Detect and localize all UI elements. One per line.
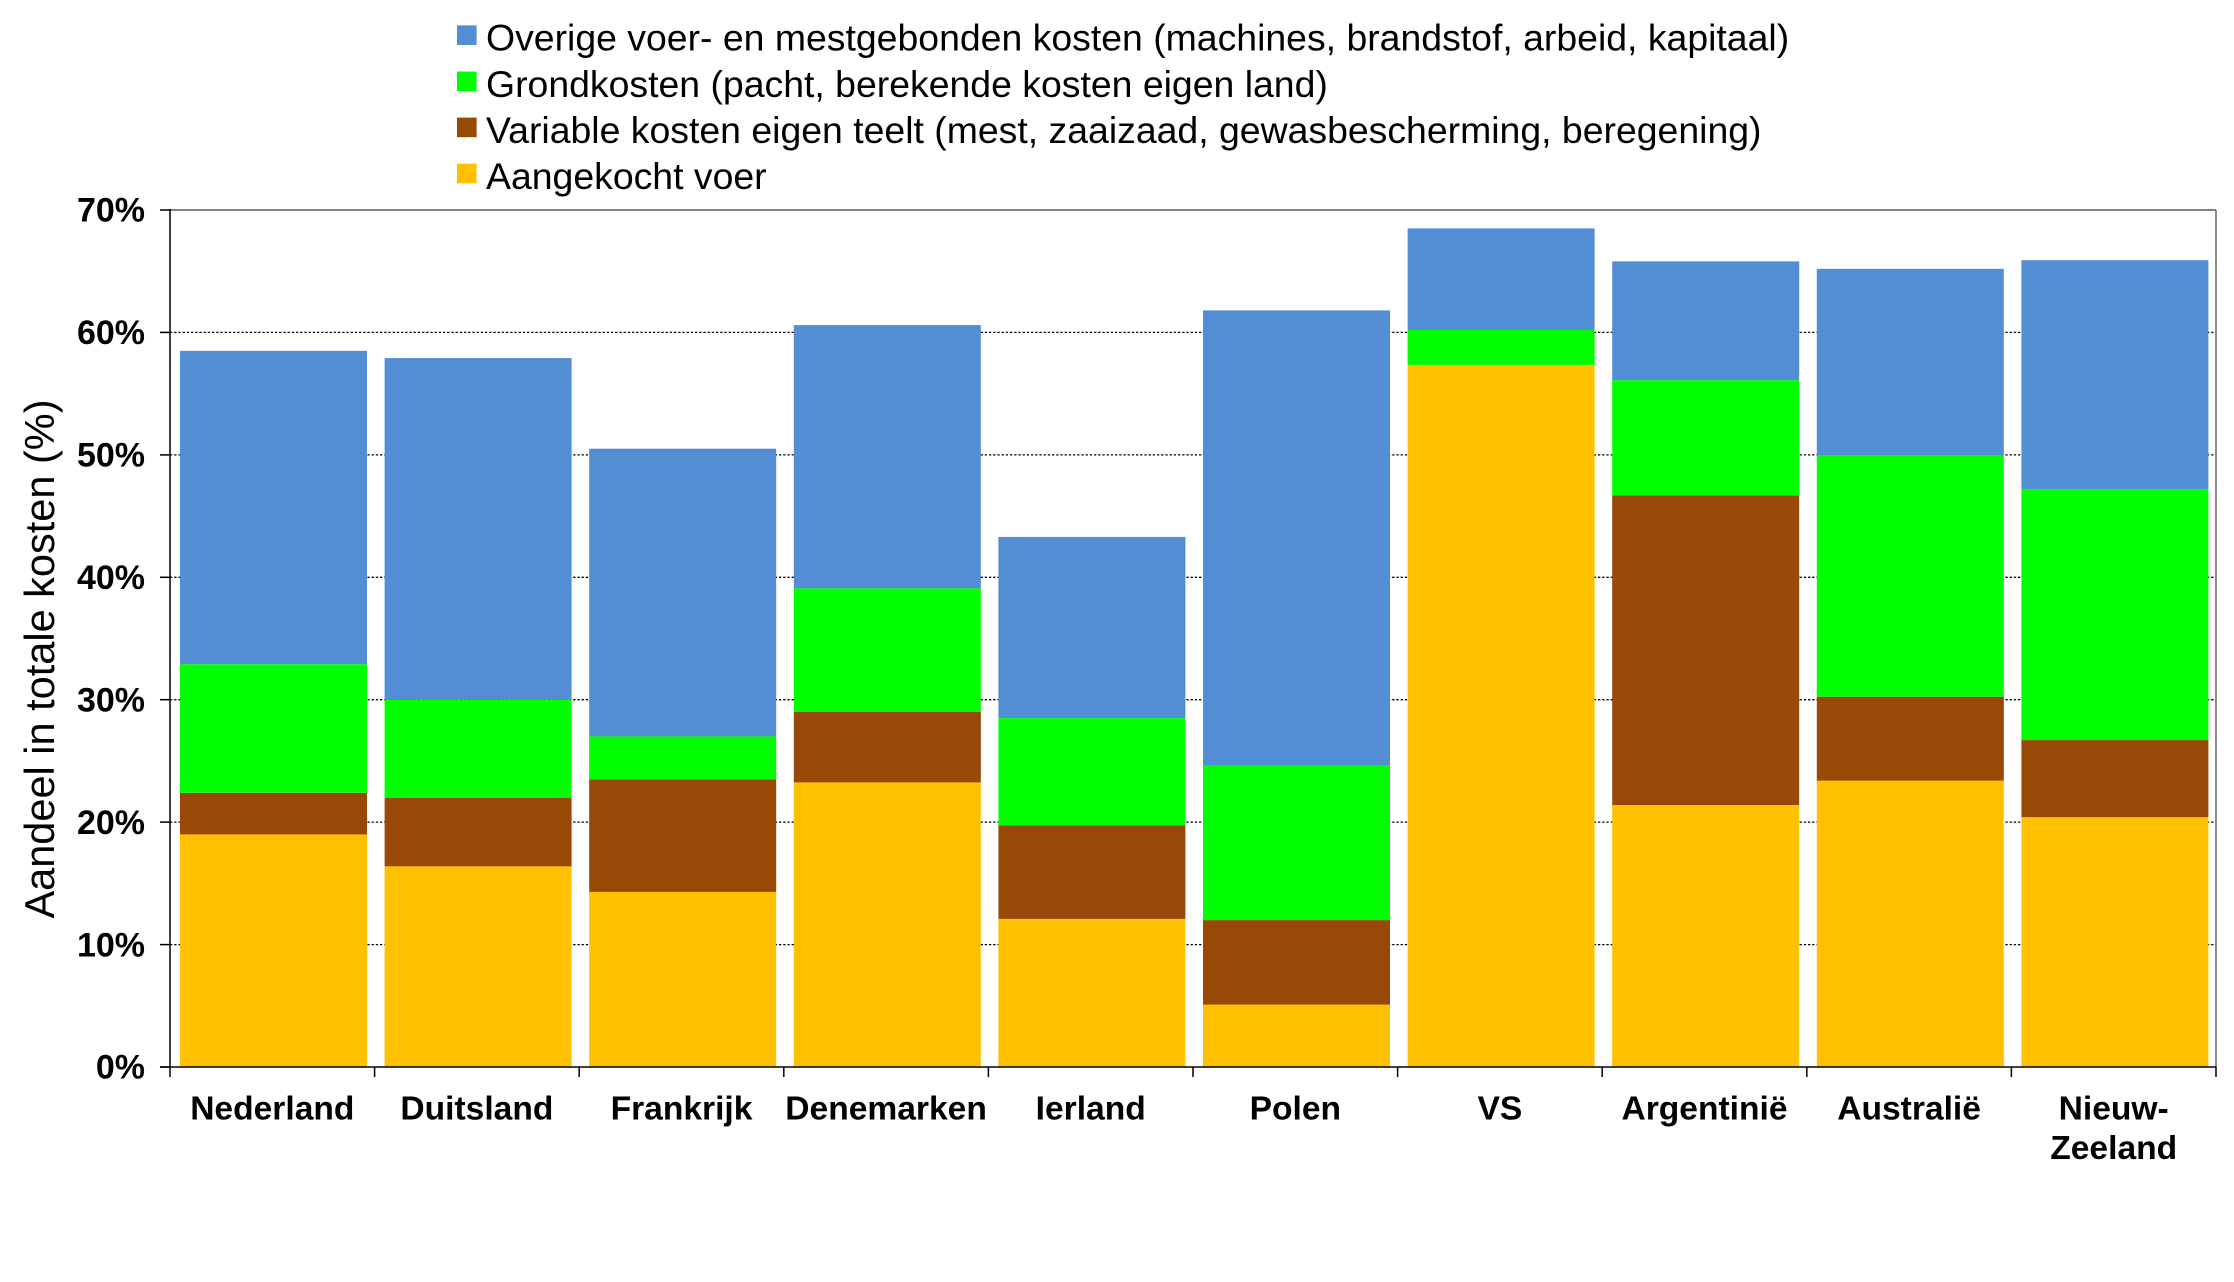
svg-text:Australië: Australië bbox=[1837, 1091, 1981, 1128]
svg-text:Denemarken: Denemarken bbox=[785, 1091, 987, 1128]
svg-text:Zeeland: Zeeland bbox=[2050, 1130, 2177, 1167]
svg-text:Aangekocht voer: Aangekocht voer bbox=[486, 155, 767, 197]
svg-text:VS: VS bbox=[1478, 1091, 1523, 1128]
svg-text:Ierland: Ierland bbox=[1036, 1091, 1146, 1128]
svg-text:50%: 50% bbox=[77, 437, 145, 475]
svg-text:Polen: Polen bbox=[1250, 1091, 1341, 1128]
svg-text:Aandeel in totale kosten (%): Aandeel in totale kosten (%) bbox=[16, 399, 63, 918]
svg-text:Grondkosten (pacht, berekende: Grondkosten (pacht, berekende kosten eig… bbox=[486, 63, 1328, 105]
svg-text:10%: 10% bbox=[77, 926, 145, 964]
svg-text:70%: 70% bbox=[77, 192, 145, 230]
svg-text:Nieuw-: Nieuw- bbox=[2059, 1091, 2169, 1128]
svg-text:30%: 30% bbox=[77, 681, 145, 719]
svg-text:60%: 60% bbox=[77, 314, 145, 352]
svg-text:Argentinië: Argentinië bbox=[1621, 1091, 1787, 1128]
svg-text:40%: 40% bbox=[77, 559, 145, 597]
svg-text:Duitsland: Duitsland bbox=[400, 1091, 553, 1128]
svg-text:0%: 0% bbox=[96, 1049, 145, 1087]
svg-text:Frankrijk: Frankrijk bbox=[611, 1091, 753, 1128]
svg-text:Variable kosten eigen teelt (m: Variable kosten eigen teelt (mest, zaaiz… bbox=[486, 109, 1761, 151]
svg-text:Overige voer- en mestgebonden: Overige voer- en mestgebonden kosten (ma… bbox=[486, 17, 1789, 59]
svg-text:20%: 20% bbox=[77, 804, 145, 842]
svg-text:Nederland: Nederland bbox=[190, 1091, 354, 1128]
